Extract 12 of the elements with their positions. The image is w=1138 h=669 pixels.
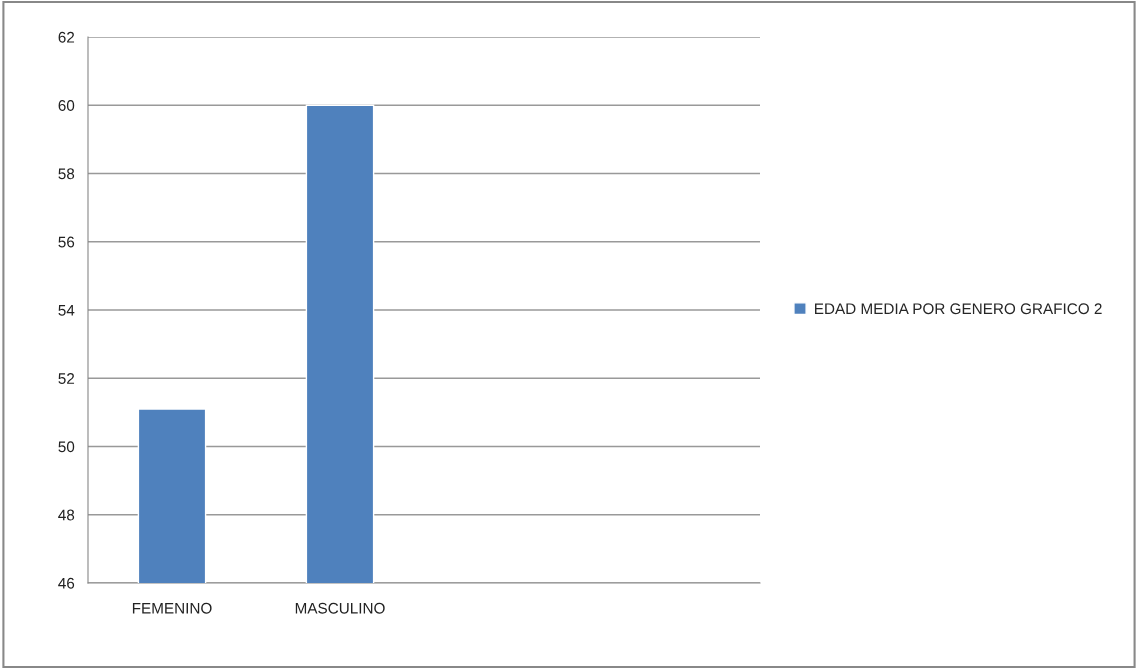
y-tick-label: 56 bbox=[58, 236, 75, 248]
y-tick-label: 58 bbox=[58, 168, 75, 180]
legend-label: EDAD MEDIA POR GENERO GRAFICO 2 bbox=[815, 303, 1102, 315]
y-tick-label: 46 bbox=[58, 577, 75, 589]
y-tick-label: 60 bbox=[58, 100, 75, 111]
x-tick-label: MASCULINO bbox=[295, 602, 385, 614]
y-tick-label: 54 bbox=[58, 305, 75, 316]
y-tick-label: 48 bbox=[58, 509, 75, 521]
x-tick-label: FEMENINO bbox=[132, 602, 212, 614]
y-tick-label: 50 bbox=[58, 441, 75, 453]
y-tick-label: 62 bbox=[58, 31, 75, 43]
y-tick-label: 52 bbox=[58, 373, 75, 384]
